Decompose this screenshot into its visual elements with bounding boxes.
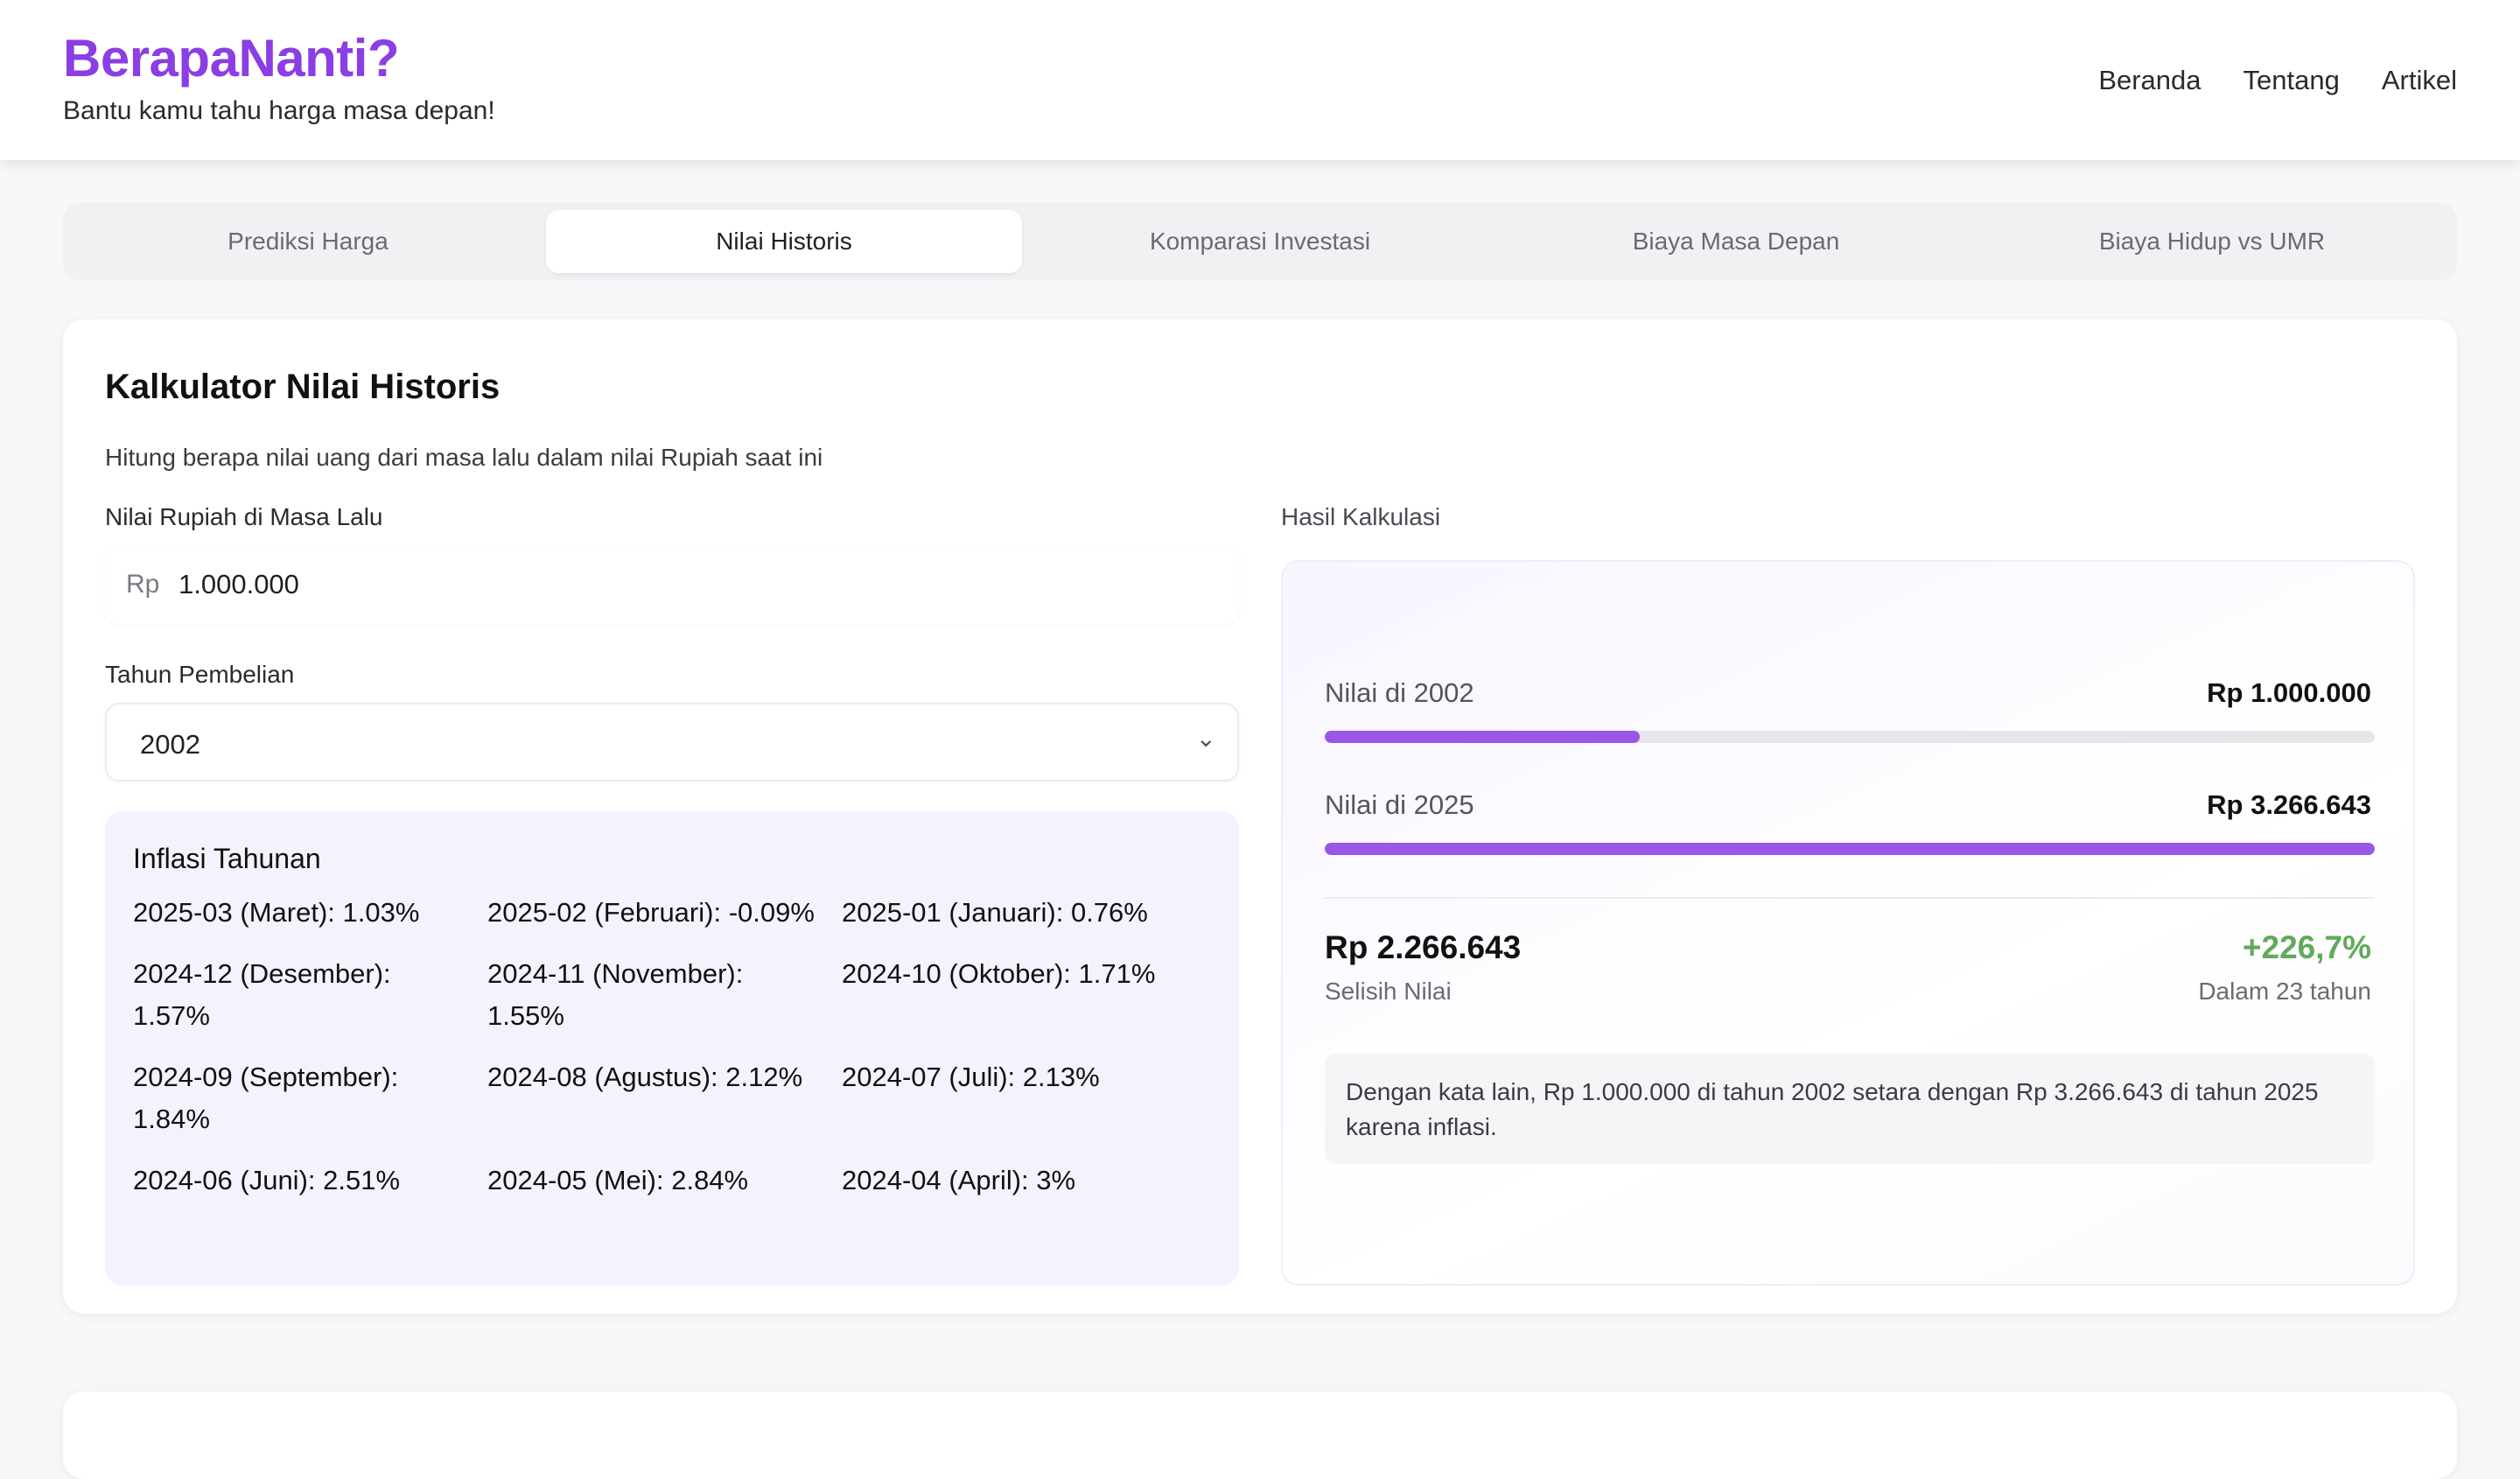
inflation-rate: 2.12% [725,1062,803,1092]
app-header: BerapaNanti? Bantu kamu tahu harga masa … [0,0,2520,160]
result-label: Hasil Kalkulasi [1281,503,1441,530]
percent-change: +226,7% [2242,929,2371,965]
inflation-period: 2024-07 (Juli): [842,1062,1016,1092]
amount-input[interactable] [178,561,1211,608]
difference-label: Selisih Nilai [1325,978,1452,1005]
inflation-rate: 1.71% [1078,958,1156,989]
inflation-rate: 3% [1036,1165,1076,1195]
inflation-item: 2024-10 (Oktober): 1.71% [842,953,1196,1037]
year-label: Tahun Pembelian [105,661,295,688]
inflation-rate: -0.09% [728,897,815,928]
divider [1325,897,2375,899]
inflation-period: 2024-06 (Juni): [133,1165,316,1195]
main-nav: Beranda Tentang Artikel [2098,65,2457,96]
tab-biaya-hidup-vs-umr[interactable]: Biaya Hidup vs UMR [2098,228,2326,255]
now-value: Rp 3.266.643 [2207,789,2371,820]
brand-subtitle: Bantu kamu tahu harga masa depan! [63,96,495,125]
inflation-period: 2025-01 (Januari): [842,897,1064,928]
amount-label: Nilai Rupiah di Masa Lalu [105,503,383,530]
inflation-period: 2024-05 (Mei): [487,1165,664,1195]
inflation-item: 2025-03 (Maret): 1.03% [133,892,487,934]
tab-prediksi-harga[interactable]: Prediksi Harga [228,228,388,255]
inflation-rate: 2.84% [671,1165,749,1195]
inflation-rate: 2.13% [1022,1062,1100,1092]
inflation-item: 2024-09 (September): 1.84% [133,1056,487,1140]
tab-biaya-masa-depan[interactable]: Biaya Masa Depan [1632,228,1840,255]
now-value-bar [1325,843,2375,855]
inflation-period: 2024-09 (September): [133,1062,399,1092]
inflation-item: 2024-12 (Desember): 1.57% [133,953,487,1037]
inflation-period: 2024-12 (Desember): [133,958,391,989]
inflation-item: 2024-07 (Juli): 2.13% [842,1056,1196,1140]
percent-period: Dalam 23 tahun [2198,978,2371,1005]
inflation-period: 2025-03 (Maret): [133,897,335,928]
chevron-down-icon: ⌄ [1195,725,1216,752]
inflation-period: 2024-11 (November): [487,958,744,989]
inflation-rate: 1.57% [133,1000,210,1031]
inflation-title: Inflasi Tahunan [133,843,321,874]
inflation-item: 2025-01 (Januari): 0.76% [842,892,1196,934]
now-value-label: Nilai di 2025 [1325,789,1474,820]
inflation-period: 2024-04 (April): [842,1165,1029,1195]
result-panel: Nilai di 2002 Rp 1.000.000 Nilai di 2025… [1281,560,2415,1286]
inflation-rate: 0.76% [1070,897,1148,928]
inflation-item: 2024-05 (Mei): 2.84% [487,1160,842,1202]
nav-beranda[interactable]: Beranda [2098,65,2202,95]
inflation-item: 2024-11 (November): 1.55% [487,953,842,1037]
inflation-item: 2025-02 (Februari): -0.09% [487,892,842,934]
inflation-item: 2024-08 (Agustus): 2.12% [487,1056,842,1140]
tab-nilai-historis[interactable]: Nilai Historis [546,210,1022,273]
year-select-value: 2002 [140,729,200,760]
inflation-period: 2024-08 (Agustus): [487,1062,718,1092]
inflation-period: 2025-02 (Februari): [487,897,722,928]
calculator-tabs: Prediksi Harga Nilai Historis Komparasi … [63,203,2457,280]
inflation-panel: Inflasi Tahunan 2025-03 (Maret): 1.03% 20… [105,811,1239,1286]
inflation-list: 2025-03 (Maret): 1.03% 2025-02 (Februari)… [133,892,1209,1202]
year-select[interactable]: 2002 ⌄ [105,703,1239,782]
nav-tentang[interactable]: Tentang [2243,65,2340,95]
inflation-rate: 2.51% [323,1165,401,1195]
amount-field: Rp [105,545,1239,624]
inflation-rate: 1.55% [487,1000,564,1031]
inflation-period: 2024-10 (Oktober): [842,958,1071,989]
inflation-item: 2024-04 (April): 3% [842,1160,1196,1202]
next-card [63,1391,2457,1479]
card-description: Hitung berapa nilai uang dari masa lalu … [105,444,823,471]
currency-prefix: Rp [126,570,160,599]
inflation-rate: 1.03% [342,897,420,928]
inflation-rate: 1.84% [133,1104,210,1134]
inflation-item: 2024-06 (Juni): 2.51% [133,1160,487,1202]
difference-value: Rp 2.266.643 [1325,929,1522,965]
past-value: Rp 1.000.000 [2207,677,2371,708]
now-value-bar-fill [1325,843,2375,855]
card-title: Kalkulator Nilai Historis [105,368,500,406]
past-value-bar-fill [1325,731,1640,743]
nav-artikel[interactable]: Artikel [2381,65,2457,95]
calculator-card: Kalkulator Nilai Historis Hitung berapa … [63,319,2457,1314]
result-note: Dengan kata lain, Rp 1.000.000 di tahun … [1325,1054,2375,1164]
tab-komparasi-investasi[interactable]: Komparasi Investasi [1149,228,1371,255]
past-value-bar [1325,731,2375,743]
brand-title[interactable]: BerapaNanti? [63,29,400,88]
past-value-label: Nilai di 2002 [1325,677,1474,708]
